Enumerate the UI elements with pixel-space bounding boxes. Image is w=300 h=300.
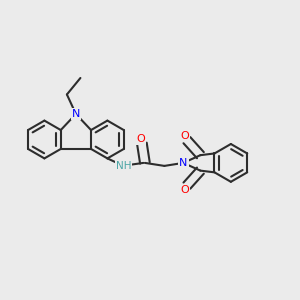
Text: N: N (72, 109, 80, 119)
Text: O: O (180, 131, 189, 141)
Text: O: O (136, 134, 145, 145)
Text: O: O (180, 185, 189, 195)
Text: NH: NH (116, 161, 132, 171)
Text: N: N (179, 158, 188, 168)
